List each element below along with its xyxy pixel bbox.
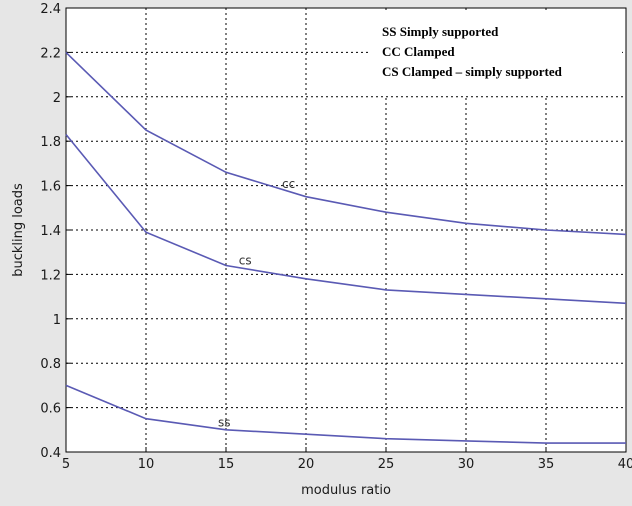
- y-tick-label: 2: [53, 91, 61, 106]
- legend-entry: CS Clamped – simply supported: [382, 64, 563, 79]
- y-tick-label: 0.6: [40, 402, 61, 417]
- series-labels: cc cs ss: [218, 177, 295, 430]
- x-tick-label: 15: [218, 457, 235, 472]
- legend-entry: SS Simply supported: [382, 24, 499, 39]
- grid: [66, 8, 626, 452]
- x-tick-label: 35: [538, 457, 555, 472]
- y-tick-label: 0.8: [40, 357, 61, 372]
- axis-ticks: 5 10 15 20 25 30 35 40 0.4 0.6 0.8 1 1.2 1.4 1.6 1.8 2 2.…: [40, 2, 632, 472]
- x-axis-label: modulus ratio: [301, 483, 391, 498]
- y-tick-label: 1: [53, 313, 61, 328]
- x-tick-label: 40: [618, 457, 632, 472]
- y-tick-label: 1.8: [40, 135, 61, 150]
- y-tick-label: 1.4: [40, 224, 61, 239]
- series-line-cc: [65, 51, 627, 236]
- x-tick-label: 20: [298, 457, 315, 472]
- series-label-cc: cc: [282, 177, 295, 191]
- series-lines: [65, 51, 627, 444]
- x-tick-label: 25: [378, 457, 395, 472]
- series-label-cs: cs: [239, 253, 252, 267]
- y-tick-label: 0.4: [40, 446, 61, 461]
- y-tick-label: 1.2: [40, 268, 61, 283]
- legend-entry: CC Clamped: [382, 44, 455, 59]
- y-tick-label: 1.6: [40, 180, 61, 195]
- x-tick-label: 30: [458, 457, 475, 472]
- legend: SS Simply supported CC Clamped CS Clamped …: [370, 12, 622, 96]
- y-tick-label: 2.2: [40, 46, 61, 61]
- y-axis-label: buckling loads: [11, 183, 26, 277]
- legend-box: [370, 12, 622, 96]
- series-line-ss: [65, 384, 626, 444]
- y-tick-label: 2.4: [40, 2, 61, 17]
- x-tick-label: 10: [138, 457, 155, 472]
- series-label-ss: ss: [218, 415, 231, 429]
- series-line-cs: [65, 133, 627, 305]
- x-tick-label: 5: [62, 457, 70, 472]
